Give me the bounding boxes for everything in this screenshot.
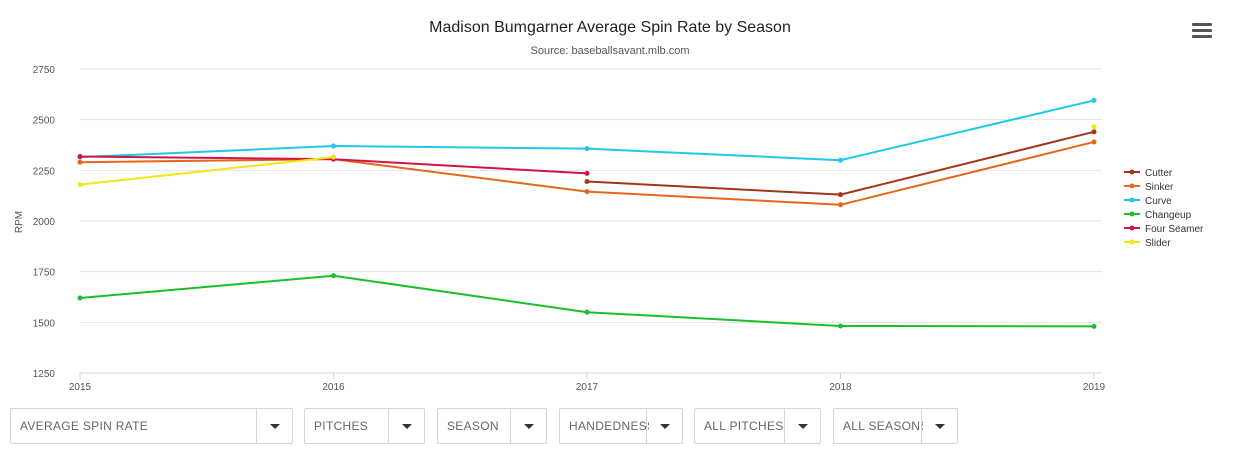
data-point-changeup <box>838 323 843 329</box>
data-point-curve <box>584 146 590 152</box>
y-tick-label: 2500 <box>33 116 56 127</box>
chevron-down-icon[interactable] <box>784 409 820 443</box>
chevron-down-icon[interactable] <box>510 409 546 443</box>
handedness-select-label: HANDEDNESS <box>569 419 649 433</box>
metric-select[interactable]: AVERAGE SPIN RATE <box>10 408 293 444</box>
x-tick-label: 2015 <box>69 382 92 393</box>
season-select[interactable]: SEASON <box>437 408 547 444</box>
chevron-down-icon[interactable] <box>921 409 957 443</box>
grid: 1250 1500 1750 2000 2250 2500 2750 <box>33 65 1102 380</box>
data-point-curve <box>1091 97 1097 103</box>
legend-label-curve: Curve <box>1145 196 1172 207</box>
data-point-slider <box>77 182 83 188</box>
data-point-curve <box>838 157 843 163</box>
legend-label-changeup: Changeup <box>1145 210 1192 221</box>
y-axis-label: RPM <box>14 211 25 233</box>
data-point-slider <box>1091 124 1097 130</box>
chevron-down-icon[interactable] <box>256 409 292 443</box>
legend-label-cutter: Cutter <box>1145 168 1173 179</box>
legend-marker-changeup <box>1129 211 1135 217</box>
hamburger-menu-icon[interactable] <box>1190 20 1214 40</box>
handedness-select[interactable]: HANDEDNESS <box>559 408 683 444</box>
pitches-select[interactable]: PITCHES <box>304 408 425 444</box>
y-tick-label: 1750 <box>33 268 56 279</box>
series <box>77 97 1097 329</box>
chevron-down-icon[interactable] <box>388 409 424 443</box>
data-point-cutter <box>838 192 843 198</box>
legend-marker-sinker <box>1129 183 1135 189</box>
x-tick-label: 2016 <box>322 382 345 393</box>
y-tick-label: 2750 <box>33 65 56 76</box>
data-point-sinker <box>1091 139 1097 145</box>
season-select-label: SEASON <box>447 419 499 433</box>
chevron-down-icon[interactable] <box>646 409 682 443</box>
legend-marker-cutter <box>1129 169 1135 175</box>
data-point-slider <box>331 154 336 160</box>
series-line-slider <box>79 156 334 186</box>
all-pitches-select-label: ALL PITCHES <box>704 419 784 433</box>
legend-label-four-seamer: Four Seamer <box>1145 224 1204 235</box>
data-point-cutter <box>584 178 590 184</box>
data-point-four-seamer <box>77 154 83 160</box>
x-axis: 2015 2016 2017 2018 2019 <box>69 372 1106 393</box>
y-tick-label: 1500 <box>33 318 56 329</box>
y-tick-label: 2250 <box>33 166 56 177</box>
data-point-changeup <box>1091 323 1097 329</box>
data-point-sinker <box>77 159 83 165</box>
chart-title: Madison Bumgarner Average Spin Rate by S… <box>429 19 791 36</box>
x-tick-label: 2019 <box>1083 382 1106 393</box>
menu-bar-bottom <box>1192 35 1212 38</box>
data-point-four-seamer <box>584 170 590 176</box>
pitches-select-label: PITCHES <box>314 419 369 433</box>
chart-subtitle: Source: baseballsavant.mlb.com <box>531 45 690 57</box>
all-pitches-select[interactable]: ALL PITCHES <box>694 408 821 444</box>
legend-marker-slider <box>1129 239 1135 245</box>
data-point-changeup <box>584 309 590 315</box>
all-seasons-select-label: ALL SEASONS <box>843 419 923 433</box>
legend: Cutter Sinker Curve Changeup Four Seamer Slid… <box>1124 168 1204 249</box>
filter-controls: AVERAGE SPIN RATE PITCHES SEASON HANDEDN… <box>0 408 1234 448</box>
legend-label-sinker: Sinker <box>1145 182 1174 193</box>
series-line-curve <box>79 99 1095 162</box>
data-point-changeup <box>77 295 83 301</box>
series-line-cutter <box>586 130 1095 196</box>
data-point-sinker <box>838 202 843 208</box>
menu-bar-middle <box>1192 29 1212 32</box>
data-point-cutter <box>1091 129 1097 135</box>
y-tick-label: 1250 <box>33 369 56 380</box>
x-tick-label: 2018 <box>829 382 852 393</box>
series-line-changeup <box>79 274 1095 328</box>
all-seasons-select[interactable]: ALL SEASONS <box>833 408 958 444</box>
y-tick-label: 2000 <box>33 217 56 228</box>
data-point-sinker <box>584 189 590 195</box>
chart: Madison Bumgarner Average Spin Rate by S… <box>14 19 1204 393</box>
data-point-changeup <box>331 273 336 279</box>
legend-marker-curve <box>1129 197 1135 203</box>
legend-label-slider: Slider <box>1145 238 1171 249</box>
legend-marker-four-seamer <box>1129 225 1135 231</box>
metric-select-label: AVERAGE SPIN RATE <box>20 419 149 433</box>
data-point-curve <box>331 143 336 149</box>
x-tick-label: 2017 <box>576 382 599 393</box>
menu-bar-top <box>1192 23 1212 26</box>
